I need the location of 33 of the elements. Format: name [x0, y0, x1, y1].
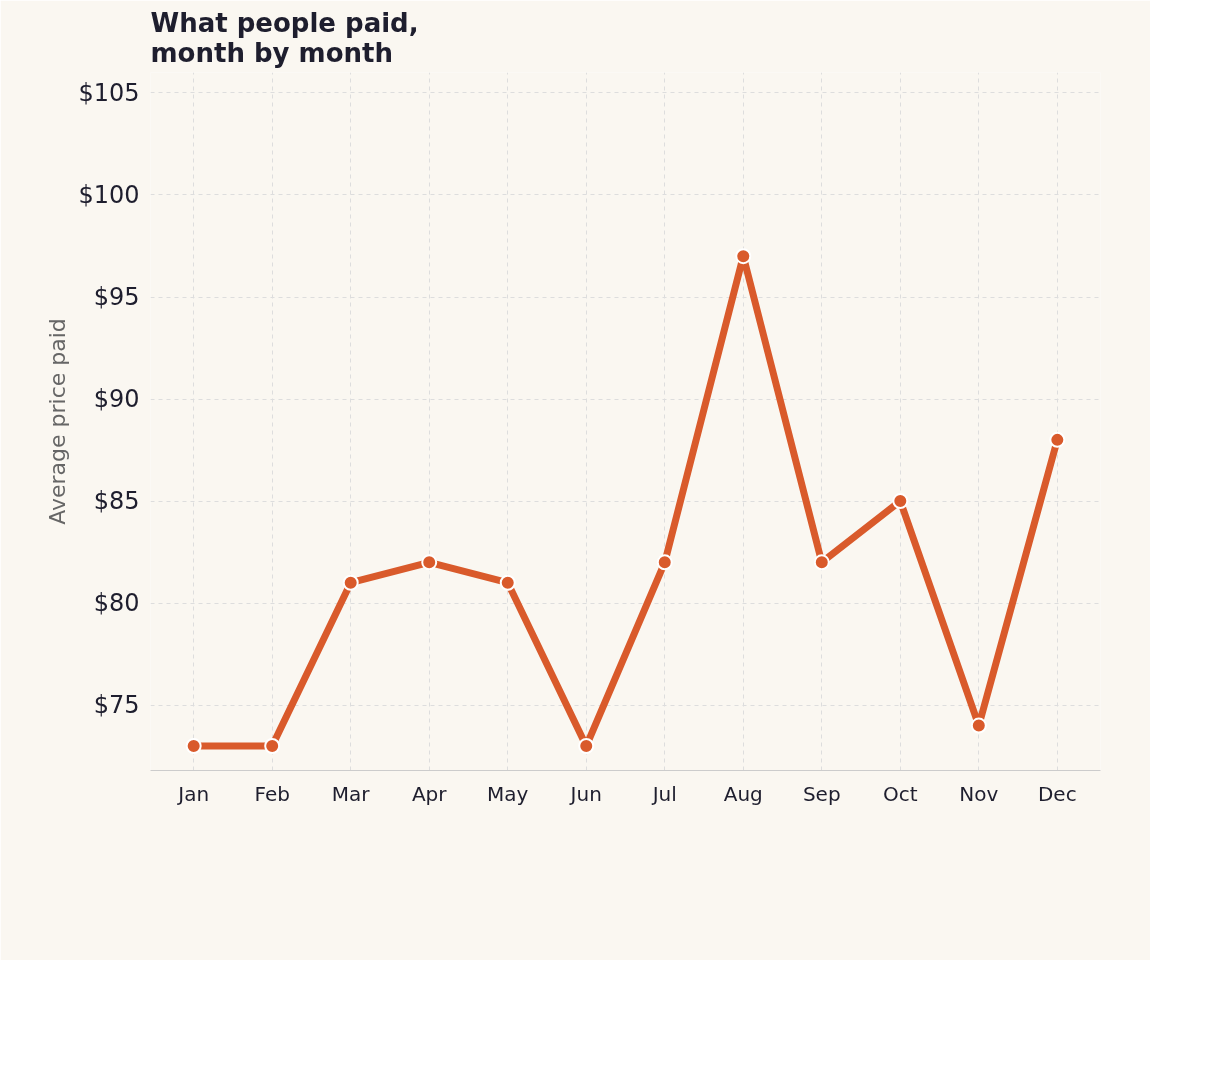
x-tick-label: Dec — [1037, 781, 1077, 806]
x-tick-label: Apr — [411, 781, 448, 806]
point — [264, 738, 281, 754]
point — [813, 554, 830, 571]
y-tick-label: $90 — [93, 385, 140, 414]
x-tick-label: Jun — [568, 781, 602, 806]
x-tick-label: Feb — [254, 781, 290, 806]
y-tick-label: $85 — [93, 487, 140, 516]
point — [656, 554, 673, 571]
point — [1049, 431, 1066, 448]
y-tick-label: $75 — [93, 691, 140, 720]
point — [421, 554, 438, 571]
y-tick-label: $80 — [93, 589, 140, 618]
y-tick-label: $105 — [78, 78, 140, 107]
point — [342, 574, 359, 591]
point — [578, 738, 595, 754]
x-tick-label: Nov — [959, 781, 999, 806]
point — [735, 248, 752, 265]
x-tick-label: Oct — [883, 781, 918, 806]
y-tick-label: $100 — [78, 180, 140, 209]
x-tick-label: Sep — [802, 781, 841, 806]
point — [499, 574, 516, 591]
x-tick-label: Mar — [331, 781, 371, 806]
point — [185, 738, 202, 754]
point — [970, 717, 987, 734]
x-tick-label: Jul — [650, 781, 677, 806]
chart-title: What people paid, month by month — [150, 7, 419, 68]
x-tick-label: May — [487, 781, 529, 806]
y-axis-title: Average price paid — [45, 318, 71, 525]
y-tick-label: $95 — [93, 283, 140, 311]
x-tick-label: Jan — [176, 781, 210, 806]
x-tick-label: Aug — [723, 781, 763, 806]
point — [892, 493, 909, 510]
